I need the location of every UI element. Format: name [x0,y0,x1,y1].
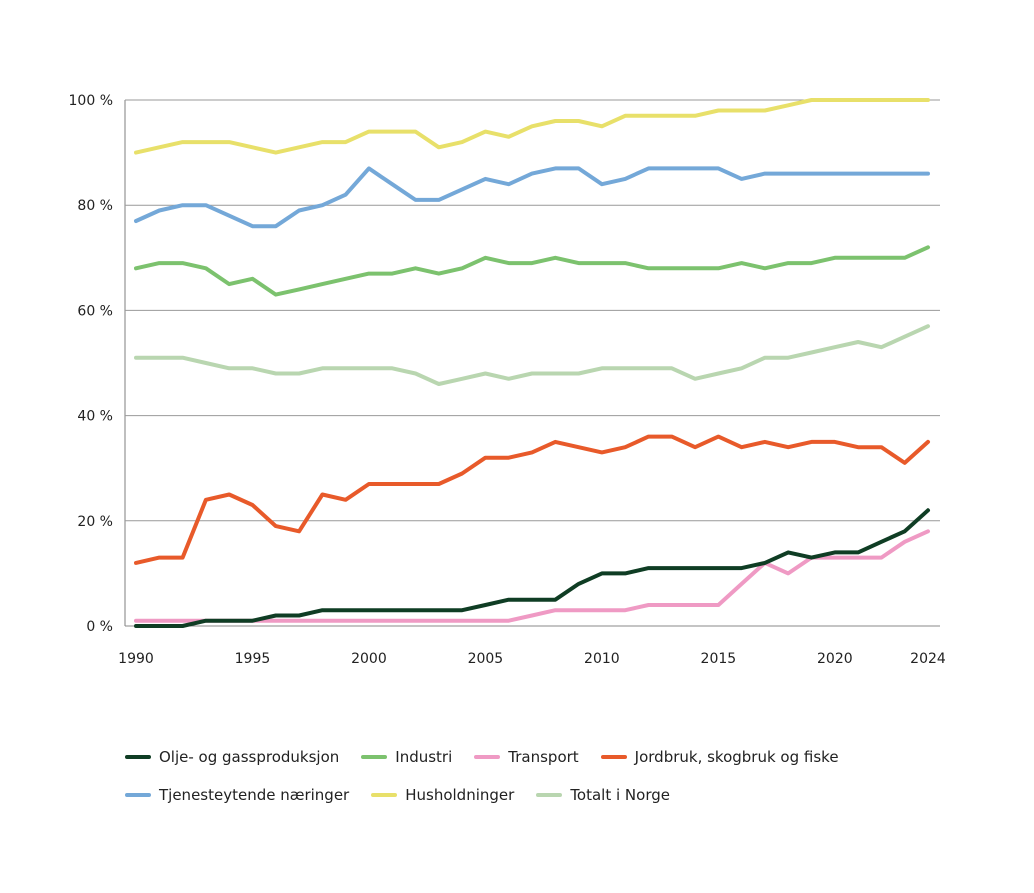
y-tick-label: 0 % [86,619,113,635]
x-tick-label: 2024 [910,651,946,667]
legend-swatch [125,755,151,759]
x-tick-label: 2015 [701,651,737,667]
legend-label: Husholdninger [405,786,515,804]
legend-label: Industri [395,748,453,766]
y-tick-label: 60 % [77,303,113,319]
legend-swatch [125,793,151,797]
gridlines [124,99,940,627]
legend-item: Olje- og gassproduksjon [125,748,339,766]
legend-item: Jordbruk, skogbruk og fiske [600,748,839,766]
legend-row: Olje- og gassproduksjon Industri Transport… [125,748,925,766]
y-tick-label: 80 % [77,198,113,214]
legend-label: Transport [508,748,579,766]
y-tick-label: 20 % [77,514,113,530]
legend-item: Totalt i Norge [536,786,670,804]
series-line-2 [134,529,930,623]
legend-swatch [361,755,388,759]
x-axis-ticks: 1990 1995 2000 2005 2010 2015 2020 2024 [118,651,946,667]
x-tick-label: 1990 [118,651,154,667]
series-line-6 [134,324,930,386]
legend-item: Transport [474,748,579,766]
legend-label: Totalt i Norge [570,786,670,804]
legend-label: Tjenesteytende næringer [159,786,350,804]
x-tick-label: 2010 [584,651,620,667]
x-tick-label: 2020 [817,651,853,667]
series-line-3 [134,434,930,565]
legend-swatch [474,755,501,759]
series-line-1 [134,245,930,297]
series-line-5 [134,98,930,155]
legend-row: Tjenesteytende næringer Husholdninger Tota… [125,786,925,804]
y-tick-label: 100 % [69,93,113,109]
x-tick-label: 2005 [468,651,504,667]
legend-swatch [536,793,563,797]
series-line-0 [134,508,930,628]
line-chart: 0 % 20 % 40 % 60 % 80 % 100 % 1990 1995 2000 200… [69,93,946,667]
legend-swatch [600,755,627,759]
legend: Olje- og gassproduksjon Industri Transport… [125,748,925,824]
legend-item: Tjenesteytende næringer [125,786,349,804]
y-tick-label: 40 % [77,409,113,425]
y-axis-ticks: 0 % 20 % 40 % 60 % 80 % 100 % [69,93,113,635]
legend-item: Industri [361,748,452,766]
legend-swatch [371,793,398,797]
series-line-4 [134,166,930,229]
x-tick-label: 2000 [351,651,387,667]
legend-label: Jordbruk, skogbruk og fiske [634,748,839,766]
x-tick-label: 1995 [235,651,271,667]
legend-item: Husholdninger [371,786,514,804]
series-lines [134,98,930,628]
legend-label: Olje- og gassproduksjon [159,748,340,766]
